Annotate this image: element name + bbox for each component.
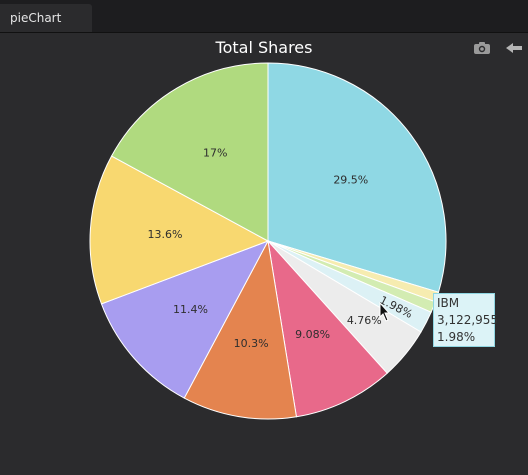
pie-slice[interactable] bbox=[183, 239, 297, 420]
pie-chart: Total Shares 29.5%1.98%4.76%9.08%10.3%11… bbox=[89, 38, 447, 420]
slice-label: 4.76% bbox=[347, 314, 382, 327]
slice-label: 9.08% bbox=[295, 328, 330, 341]
slice-label: 10.3% bbox=[234, 337, 269, 350]
slice-tooltip: IBM 3,122,955 1.98% bbox=[433, 293, 499, 347]
slice-label: 11.4% bbox=[173, 303, 208, 316]
tooltip-percent: 1.98% bbox=[437, 330, 476, 344]
pie-slice[interactable] bbox=[267, 62, 447, 293]
slice-label: 29.5% bbox=[333, 173, 368, 186]
tab-bar: pieChart bbox=[0, 0, 528, 33]
tooltip-value: 3,122,955 bbox=[437, 313, 499, 327]
chart-title: Total Shares bbox=[215, 38, 313, 57]
camera-icon[interactable] bbox=[473, 41, 491, 55]
slice-label: 13.6% bbox=[148, 228, 183, 241]
pie-slice[interactable] bbox=[89, 155, 270, 305]
pie-slice[interactable] bbox=[110, 62, 269, 242]
slice-label: 17% bbox=[203, 146, 227, 159]
tooltip-name: IBM bbox=[437, 296, 460, 310]
pie-slice[interactable] bbox=[100, 240, 270, 399]
pie-slice[interactable] bbox=[267, 239, 388, 418]
collapse-arrow-icon[interactable] bbox=[505, 41, 523, 55]
tab-piechart[interactable]: pieChart bbox=[0, 4, 92, 32]
mouse-cursor-icon bbox=[379, 301, 391, 322]
